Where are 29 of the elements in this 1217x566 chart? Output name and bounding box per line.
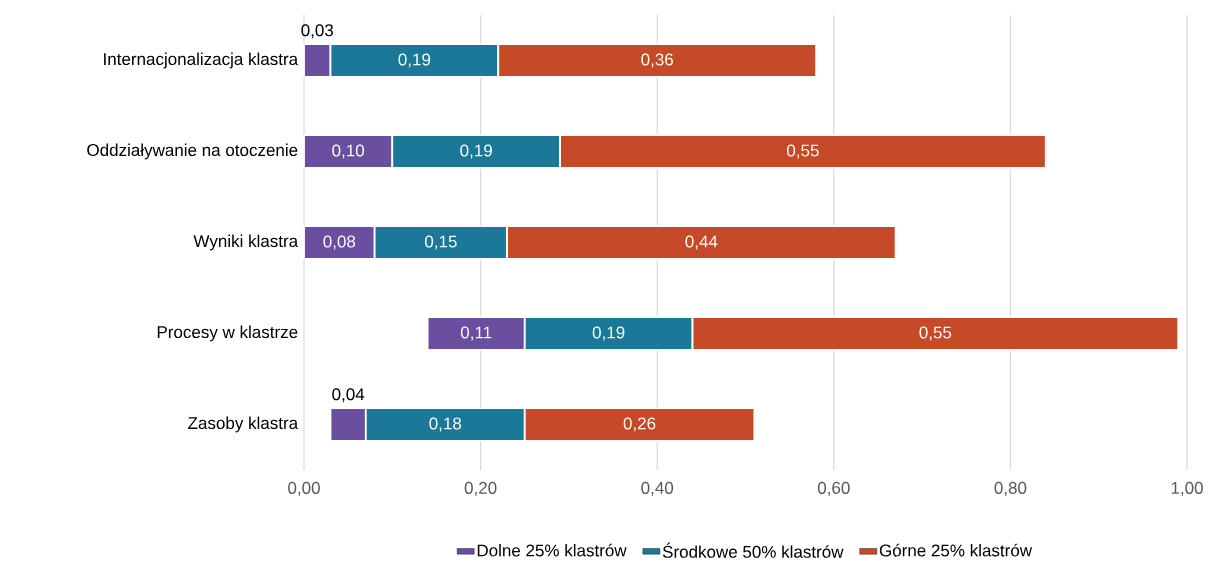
- data-label: 0,11: [460, 326, 492, 341]
- y-tick-label: Zasoby klastra: [188, 416, 299, 433]
- x-tick-label: 1,00: [1171, 481, 1203, 496]
- data-label: 0,18: [429, 417, 462, 432]
- x-tick-label: 0,20: [464, 481, 497, 496]
- data-label: 0,04: [332, 388, 365, 403]
- data-label: 0,55: [919, 326, 952, 341]
- data-label: 0,03: [301, 24, 334, 39]
- data-label: 0,08: [323, 235, 356, 250]
- y-tick-label: Procesy w klastrze: [157, 325, 298, 342]
- data-label: 0,36: [641, 53, 673, 68]
- data-label: 0,55: [787, 144, 819, 159]
- data-label: 0,26: [623, 417, 656, 432]
- y-tick-label: Internacjonalizacja klastra: [104, 52, 299, 69]
- x-tick-label: 0,60: [817, 481, 850, 496]
- x-tick-label: 0,40: [641, 481, 674, 496]
- data-label: 0,19: [460, 144, 492, 159]
- x-tick-label: 0,00: [288, 481, 320, 496]
- data-label: 0,15: [424, 235, 457, 250]
- data-label: 0,10: [332, 144, 365, 159]
- x-tick-label: 0,80: [994, 481, 1027, 496]
- y-tick-label: Wyniki klastra: [193, 234, 299, 251]
- legend-label: Dolne 25% klastrów: [477, 543, 627, 557]
- legend-label: Środkowe 50% klastrów: [662, 542, 844, 558]
- data-label: 0,19: [592, 326, 625, 341]
- y-tick-label: Oddziaływanie na otoczenie: [87, 143, 298, 160]
- legend-label: Górne 25% klastrów: [879, 543, 1033, 557]
- data-label: 0,44: [685, 235, 718, 250]
- data-label: 0,19: [398, 53, 431, 68]
